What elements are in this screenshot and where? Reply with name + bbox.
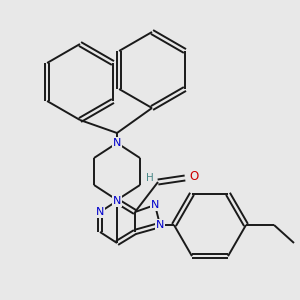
Text: H: H [146, 173, 154, 183]
Text: N: N [113, 138, 121, 148]
Text: O: O [189, 170, 199, 184]
Text: N: N [113, 195, 121, 205]
Text: N: N [96, 207, 104, 217]
Text: N: N [113, 196, 121, 206]
Text: N: N [151, 200, 159, 210]
Text: N: N [156, 220, 164, 230]
